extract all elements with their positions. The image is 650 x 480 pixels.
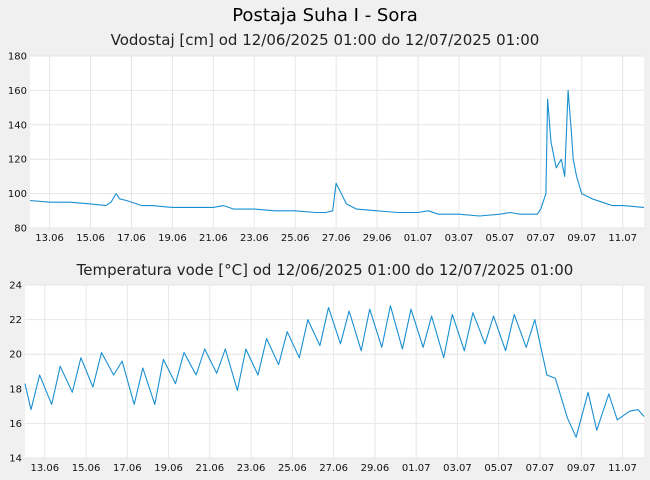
temp-x-tick-label: 01.07 <box>402 463 431 474</box>
temp-x-tick-label: 15.06 <box>72 463 101 474</box>
level-x-tick-label: 23.06 <box>240 233 269 244</box>
temp-x-tick-label: 13.06 <box>30 463 59 474</box>
chart1-title: Vodostaj [cm] od 12/06/2025 01:00 do 12/… <box>111 31 540 49</box>
page-title: Postaja Suha I - Sora <box>232 5 418 26</box>
temp-plot-area <box>25 285 644 458</box>
water-level-chart: 80 100 120 140 160 180 13.06 15.06 17.06 19.06 21.… <box>8 52 645 244</box>
temp-y-tick-label: 16 <box>9 419 22 430</box>
temp-x-tick-label: 19.06 <box>154 463 183 474</box>
temp-x-tick-label: 29.06 <box>361 463 390 474</box>
temp-x-tick-label: 05.07 <box>484 463 513 474</box>
temp-x-tick-label: 11.07 <box>608 463 637 474</box>
level-x-tick-label: 11.07 <box>608 233 637 244</box>
level-x-tick-label: 05.07 <box>486 233 515 244</box>
temp-y-tick-label: 20 <box>9 350 22 361</box>
temp-x-tick-label: 25.06 <box>278 463 307 474</box>
temp-y-tick-label: 18 <box>9 384 22 395</box>
level-x-tick-label: 25.06 <box>281 233 310 244</box>
temp-x-tick-label: 09.07 <box>567 463 596 474</box>
temp-y-tick-label: 22 <box>9 315 22 326</box>
temp-y-tick-label: 14 <box>9 454 22 465</box>
level-x-tick-label: 21.06 <box>199 233 228 244</box>
temp-x-tick-label: 03.07 <box>443 463 472 474</box>
level-x-tick-label: 01.07 <box>404 233 433 244</box>
level-x-tick-label: 29.06 <box>363 233 392 244</box>
water-temperature-chart: 14 16 18 20 22 24 13.06 15.06 17.06 19.06 21.06 23.… <box>9 281 645 474</box>
chart2-title: Temperatura vode [°C] od 12/06/2025 01:0… <box>76 261 574 279</box>
level-y-tick-label: 140 <box>8 120 27 131</box>
level-y-tick-label: 160 <box>8 86 27 97</box>
level-x-tick-label: 15.06 <box>76 233 105 244</box>
level-y-tick-label: 80 <box>14 224 27 235</box>
level-series-line <box>29 89 645 217</box>
level-y-tick-label: 180 <box>8 52 27 63</box>
temp-series-line <box>24 305 645 438</box>
level-y-tick-label: 120 <box>8 155 27 166</box>
level-x-tick-label: 09.07 <box>567 233 596 244</box>
level-x-tick-label: 27.06 <box>322 233 351 244</box>
temp-x-tick-label: 07.07 <box>526 463 555 474</box>
temp-x-tick-label: 23.06 <box>237 463 266 474</box>
level-x-tick-label: 03.07 <box>445 233 474 244</box>
level-x-tick-label: 19.06 <box>158 233 187 244</box>
level-y-tick-label: 100 <box>8 189 27 200</box>
temp-y-tick-label: 24 <box>9 281 22 292</box>
level-plot-area <box>30 56 644 228</box>
level-x-tick-label: 07.07 <box>526 233 555 244</box>
temp-x-tick-label: 17.06 <box>113 463 142 474</box>
level-x-tick-label: 13.06 <box>35 233 64 244</box>
level-x-tick-label: 17.06 <box>117 233 146 244</box>
temp-x-tick-label: 21.06 <box>196 463 225 474</box>
temp-x-tick-label: 27.06 <box>319 463 348 474</box>
